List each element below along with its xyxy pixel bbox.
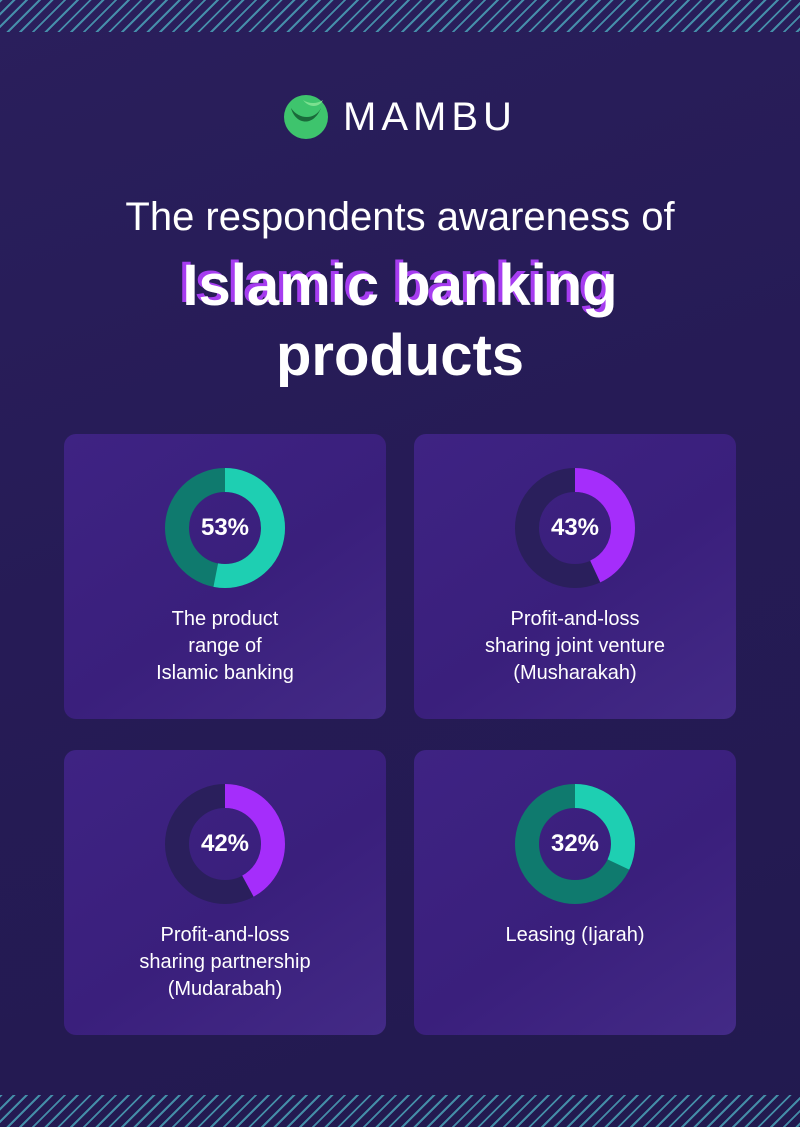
stat-card-musharakah: 43% Profit-and-loss sharing joint ventur… bbox=[414, 434, 736, 719]
donut-arc-0 bbox=[165, 468, 285, 588]
donut-chart-3 bbox=[515, 784, 635, 904]
donut-value-label-3: 32% bbox=[550, 830, 600, 857]
mambu-logo-icon bbox=[284, 95, 329, 139]
donut-value-label-0: 53% bbox=[200, 514, 250, 541]
donut-chart-2 bbox=[165, 784, 285, 904]
category-label-2: Profit-and-loss sharing partnership (Mud… bbox=[84, 922, 366, 1003]
title-line-2-highlight: Islamic banking bbox=[182, 253, 618, 318]
category-label-3-line-1: Leasing (Ijarah) bbox=[505, 924, 645, 946]
donut-arc-3 bbox=[515, 784, 635, 904]
title-line-1: The respondents awareness of bbox=[125, 195, 675, 239]
stat-card-product-range: 53% The product range of Islamic banking bbox=[64, 434, 386, 719]
brand-name: MAMBU bbox=[343, 94, 517, 139]
category-label-2-line-3: (Mudarabah) bbox=[167, 978, 283, 1000]
donut-value-label-2: 42% bbox=[200, 830, 250, 857]
bottom-stripe-decoration bbox=[0, 1095, 800, 1127]
brand-logo: MAMBU bbox=[0, 92, 800, 142]
category-label-1-line-2: sharing joint venture bbox=[484, 635, 666, 657]
donut-chart-0 bbox=[165, 468, 285, 588]
category-label-0: The product range of Islamic banking bbox=[84, 606, 366, 687]
donut-value-label-1: 43% bbox=[550, 514, 600, 541]
donut-chart-1 bbox=[515, 468, 635, 588]
stat-card-mudarabah: 42% Profit-and-loss sharing partnership … bbox=[64, 750, 386, 1035]
title-line-3: products bbox=[275, 323, 525, 388]
category-label-1-line-3: (Musharakah) bbox=[513, 662, 637, 684]
category-label-1-line-1: Profit-and-loss bbox=[510, 608, 640, 630]
category-label-0-line-1: The product bbox=[171, 608, 279, 630]
category-label-2-line-1: Profit-and-loss bbox=[160, 924, 290, 946]
category-label-0-line-3: Islamic banking bbox=[156, 662, 294, 684]
donut-arc-1 bbox=[515, 468, 635, 588]
stat-card-ijarah: 32% Leasing (Ijarah) bbox=[414, 750, 736, 1035]
category-label-2-line-2: sharing partnership bbox=[139, 951, 311, 973]
top-stripe-decoration bbox=[0, 0, 800, 32]
category-label-3: Leasing (Ijarah) bbox=[434, 922, 716, 949]
category-label-0-line-2: range of bbox=[188, 635, 262, 657]
donut-arc-2 bbox=[165, 784, 285, 904]
category-label-1: Profit-and-loss sharing joint venture (M… bbox=[434, 606, 716, 687]
